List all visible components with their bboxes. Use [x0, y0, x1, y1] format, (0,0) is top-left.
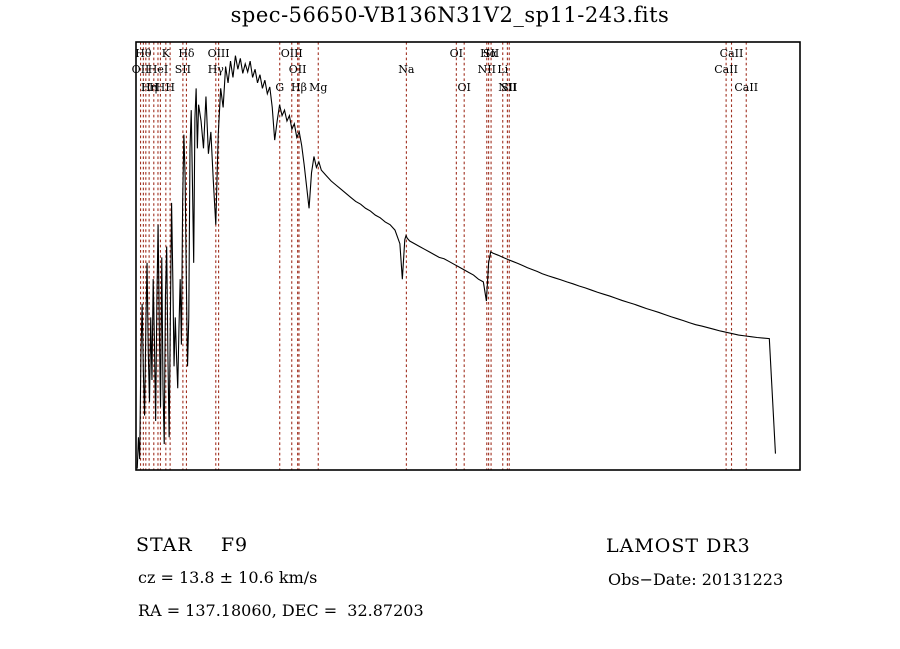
line-label-CaII: CaII: [720, 47, 744, 60]
line-label-OII: OII: [132, 63, 150, 76]
spectrum-trace: [136, 55, 776, 469]
line-label-OIII: OIII: [281, 47, 303, 60]
line-label-H: H: [156, 81, 166, 94]
redshift-text: cz = 13.8 ± 10.6 km/s: [138, 568, 318, 587]
plot-frame: [135, 41, 801, 471]
line-label-Hη: Hη: [141, 81, 157, 94]
line-label-OI: OI: [458, 81, 471, 94]
line-label-OIII: OIII: [208, 47, 230, 60]
line-label-Hδ: Hδ: [178, 47, 195, 60]
page-title: spec-56650-VB136N31V2_sp11-243.fits: [230, 3, 670, 27]
line-label-CaII: CaII: [714, 63, 738, 76]
line-label-OI: OI: [450, 47, 463, 60]
line-label-G: G: [275, 81, 284, 94]
survey-text: LAMOST DR3: [606, 535, 751, 557]
line-label-H: H: [165, 81, 175, 94]
line-label-SII: SII: [175, 63, 191, 76]
line-label-Mg: Mg: [309, 81, 327, 94]
line-label-Li: Li: [497, 63, 508, 76]
line-label-OII: OII: [289, 63, 307, 76]
line-label-K: K: [162, 47, 171, 60]
obs-date-text: Obs−Date: 20131223: [608, 570, 784, 589]
coordinates-text: RA = 137.18060, DEC = 32.87203: [138, 601, 424, 620]
line-label-Hα: Hα: [480, 47, 498, 60]
line-label-SII: SII: [501, 81, 517, 94]
line-label-NII: NII: [498, 81, 516, 94]
line-label-CaII: CaII: [734, 81, 758, 94]
line-label-Hγ: Hγ: [208, 63, 225, 76]
line-label-H: H: [141, 81, 151, 94]
line-label-HeI: HeI: [148, 63, 168, 76]
line-label-Na: Na: [398, 63, 415, 76]
line-label-Hβ: Hβ: [291, 81, 307, 94]
object-class-text: STAR F9: [136, 534, 249, 556]
line-label-SII: SII: [483, 47, 499, 60]
line-label-NII: NII: [478, 63, 496, 76]
line-label-Hθ: Hθ: [135, 47, 152, 60]
line-label-H: H: [149, 81, 159, 94]
